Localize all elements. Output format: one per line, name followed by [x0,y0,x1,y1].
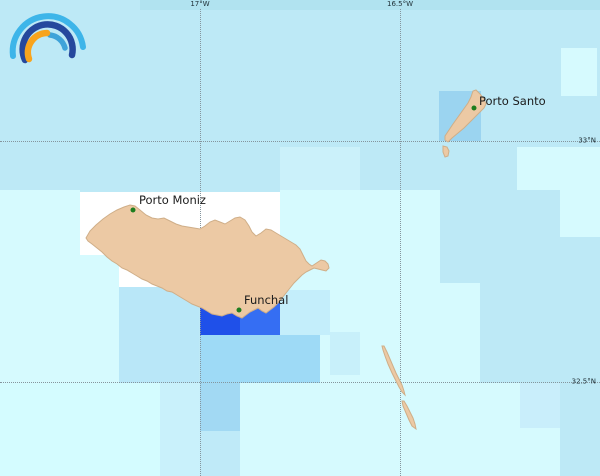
logo-orange-arc [24,29,51,63]
place-marker-dot [130,207,136,213]
place-label: Porto Santo [479,94,546,108]
logo-navy-arc [19,21,76,64]
data-cell [280,290,330,335]
longitude-label: 16.5°W [386,0,414,8]
data-cell [200,431,240,476]
rainbow-logo-icon [0,0,100,80]
data-cell [440,283,480,383]
gridline-meridian [400,9,401,476]
gridline-parallel [0,382,600,383]
island-porto-santo-islet [442,145,450,158]
data-cell [140,0,600,10]
place-marker-dot [236,307,242,313]
data-cell [520,383,560,428]
data-cell [517,147,600,190]
data-cell [561,48,597,96]
logo-mid-arc [47,32,68,51]
place-marker-dot [471,105,477,111]
island-deserta-north [381,345,406,397]
data-cell [560,190,600,237]
place-label: Porto Moniz [139,193,206,207]
data-cell [160,383,200,476]
data-cell [119,287,199,383]
island-deserta-south [401,400,417,431]
longitude-label: 17°W [190,0,210,8]
data-cell [200,383,240,431]
island-madeira [85,204,330,319]
data-cell [0,383,160,476]
data-cell [280,147,360,190]
latitude-label: 32.5°N [571,377,596,386]
latitude-label: 33°N [578,136,596,145]
data-cell [0,190,80,383]
place-label: Funchal [244,293,289,307]
data-cell [330,332,360,375]
gridline-parallel [0,141,600,142]
data-cell [80,255,119,383]
logo-outer-arc [9,13,86,59]
island-porto-santo [444,89,487,143]
data-cell [200,335,320,383]
